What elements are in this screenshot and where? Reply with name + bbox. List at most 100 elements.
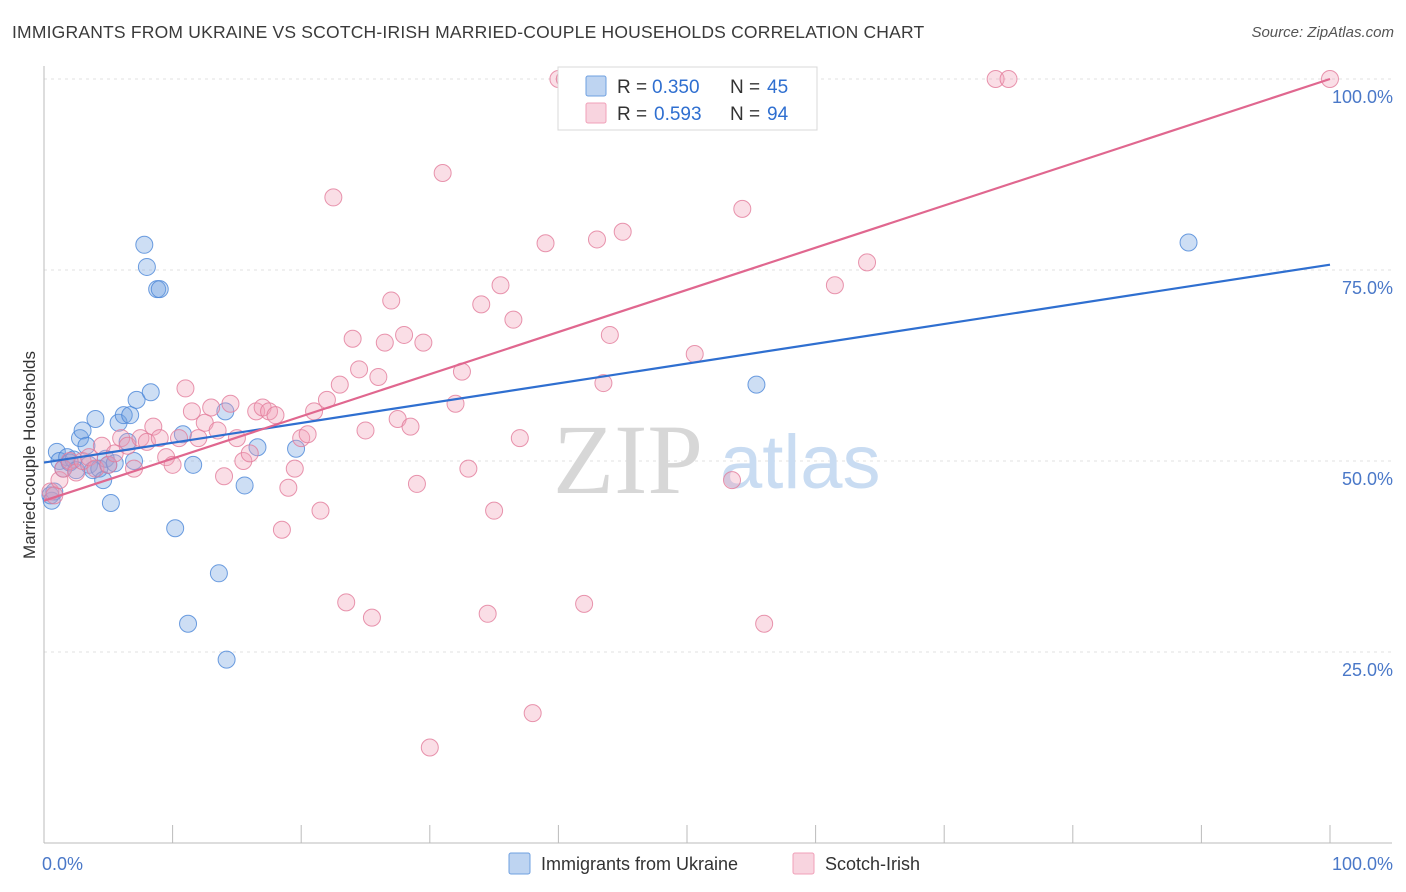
y-tick-label: 75.0%	[1342, 278, 1393, 298]
legend-r-label-ukraine: R =	[617, 77, 647, 98]
trend-lines	[43, 77, 1331, 502]
data-point	[343, 329, 362, 348]
y-tick-labels: 25.0% 50.0% 75.0% 100.0%	[1332, 87, 1393, 680]
data-point	[215, 467, 234, 486]
data-point	[176, 379, 195, 398]
data-point	[298, 425, 317, 444]
data-point	[747, 375, 766, 394]
data-point	[1179, 233, 1198, 252]
legend-n-value-scotch-irish: 94	[767, 104, 789, 125]
data-point	[179, 614, 198, 633]
data-point	[150, 280, 169, 299]
data-point	[217, 650, 236, 669]
data-point	[685, 345, 704, 364]
data-point	[485, 501, 504, 520]
data-point	[135, 235, 154, 254]
watermark-zip: ZIP	[553, 404, 703, 515]
data-point	[99, 455, 118, 474]
data-point	[613, 222, 632, 241]
data-point	[73, 421, 92, 440]
data-point	[858, 253, 877, 272]
data-point	[50, 471, 69, 490]
x-tick-label: 0.0%	[42, 854, 83, 874]
data-point	[999, 70, 1018, 88]
y-tick-label: 25.0%	[1342, 660, 1393, 680]
data-point	[240, 444, 259, 463]
data-point	[459, 459, 478, 478]
data-point	[491, 276, 510, 295]
data-point	[272, 520, 291, 539]
data-point	[375, 333, 394, 352]
legend-r-value-ukraine: 0.350	[652, 77, 700, 98]
data-point	[407, 474, 426, 493]
gridlines	[44, 78, 1392, 653]
data-point	[330, 375, 349, 394]
data-point	[478, 604, 497, 623]
data-point	[141, 383, 160, 402]
data-point	[60, 452, 79, 470]
data-point	[523, 704, 542, 723]
data-point	[472, 295, 491, 314]
y-tick-label: 100.0%	[1332, 87, 1393, 107]
data-point	[67, 463, 86, 482]
series-points-0	[41, 70, 1198, 669]
data-point	[86, 409, 105, 428]
data-point	[986, 70, 1005, 88]
y-axis-title: Married-couple Households	[20, 351, 39, 559]
data-point	[101, 494, 120, 513]
data-point	[105, 454, 124, 473]
series-swatch-ukraine	[508, 852, 531, 875]
data-point	[112, 429, 131, 448]
data-point	[536, 234, 555, 253]
data-point	[184, 455, 203, 474]
y-tick-label: 50.0%	[1342, 469, 1393, 489]
data-point	[337, 593, 356, 612]
data-point	[755, 614, 774, 633]
data-point	[600, 325, 619, 344]
legend-n-label-scotch-irish: N =	[730, 104, 760, 125]
chart-title: IMMIGRANTS FROM UKRAINE VS SCOTCH-IRISH …	[12, 22, 925, 42]
x-tick-labels: 0.0% 100.0%	[42, 854, 1393, 874]
trend-line-1	[43, 77, 1331, 502]
data-point	[170, 429, 189, 448]
series-label-ukraine: Immigrants from Ukraine	[541, 854, 738, 874]
data-point	[235, 476, 254, 495]
x-tick-label: 100.0%	[1332, 854, 1393, 874]
series-label-scotch-irish: Scotch-Irish	[825, 854, 920, 874]
data-point	[166, 519, 185, 538]
legend-swatch-ukraine	[585, 75, 607, 97]
data-point	[114, 406, 133, 425]
watermark: ZIP atlas	[553, 404, 881, 515]
data-point	[127, 390, 146, 409]
legend-n-value-ukraine: 45	[767, 77, 788, 98]
data-point	[587, 230, 606, 249]
data-point	[350, 360, 369, 379]
source-credit: Source: ZipAtlas.com	[1251, 24, 1394, 41]
data-point	[723, 471, 742, 490]
data-point	[369, 367, 388, 386]
data-point	[209, 564, 228, 583]
data-point	[382, 291, 401, 310]
data-point	[414, 333, 433, 352]
data-point	[401, 417, 420, 436]
data-point	[125, 452, 144, 470]
data-point	[287, 439, 306, 458]
legend-n-label-ukraine: N =	[730, 77, 760, 98]
axes	[43, 66, 1392, 844]
data-point	[733, 199, 752, 218]
data-point	[285, 459, 304, 478]
data-point	[504, 310, 523, 329]
series-swatch-scotch-irish	[792, 852, 815, 875]
data-point	[182, 402, 201, 421]
data-point	[311, 501, 330, 520]
data-point	[137, 257, 156, 276]
data-point	[433, 163, 452, 182]
data-point	[420, 738, 439, 757]
data-point	[234, 452, 253, 470]
data-point	[362, 608, 381, 627]
data-point	[121, 406, 140, 425]
data-point	[279, 478, 298, 497]
series-legend: Immigrants from Ukraine Scotch-Irish	[508, 852, 920, 875]
data-point	[77, 436, 96, 455]
